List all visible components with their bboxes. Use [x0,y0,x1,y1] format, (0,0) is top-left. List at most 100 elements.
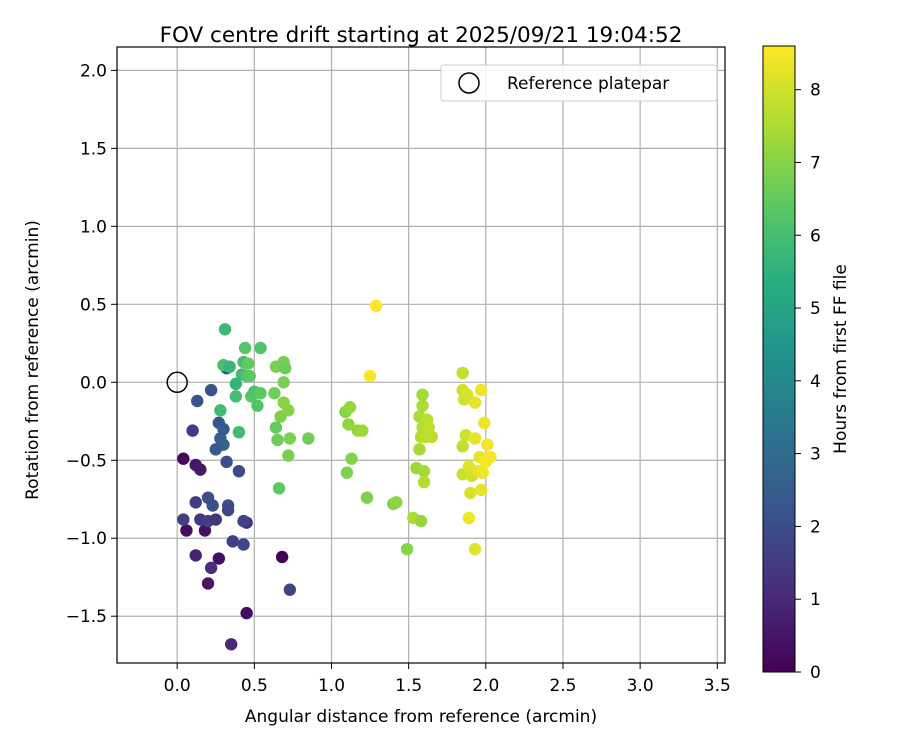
y-tick-label: −1.0 [66,529,107,549]
data-point [356,424,369,437]
data-point [214,404,227,417]
data-point [220,455,233,469]
data-point [474,383,488,397]
colorbar-tick-label: 6 [810,226,821,246]
x-tick-label: 2.0 [472,676,499,696]
data-point [198,524,212,537]
data-point [461,388,474,401]
reference-marker-group [166,371,188,394]
data-point [189,496,202,509]
data-point [340,466,354,479]
data-point [232,464,246,478]
data-point [217,422,230,436]
data-point [343,401,357,414]
data-point [422,421,435,434]
x-tick-label: 3.0 [627,676,654,696]
data-point [363,369,377,383]
data-point [464,486,477,500]
data-point [417,464,431,478]
colorbar-tick-label: 5 [810,299,821,319]
chart-title: FOV centre drift starting at 2025/09/21 … [160,23,683,48]
x-tick-label: 0.5 [241,676,268,696]
x-tick-label: 0.0 [164,676,191,696]
data-point [271,433,284,447]
data-point [177,513,190,526]
data-point [370,299,383,313]
data-point [194,463,207,476]
legend-frame [440,64,718,102]
data-point [462,460,476,473]
data-point [186,424,199,437]
data-point [268,387,281,400]
data-point [272,482,286,495]
data-point [201,577,215,590]
data-point [468,542,482,556]
data-point [251,399,264,412]
data-point [209,513,222,526]
y-tick-label: 1.0 [80,217,107,237]
data-point [232,425,246,439]
data-point [209,443,222,456]
x-tick-label: 2.5 [549,676,576,696]
data-point [283,583,297,596]
data-point [468,432,482,445]
data-point [269,421,283,434]
data-point [243,369,256,383]
x-tick-label: 1.5 [395,676,422,696]
data-point [221,503,235,517]
data-point [223,360,236,373]
colorbar-tick-label: 0 [810,663,821,683]
data-point [277,376,290,389]
data-point [177,452,190,465]
data-point [484,450,497,464]
colorbar-ticks: 0 1 2 3 4 5 6 7 8 [795,81,821,683]
legend-entry-reference-platepar: Reference platepar [507,74,669,94]
y-tick-label: 0.0 [80,373,107,393]
data-point [189,549,202,562]
data-point [229,377,243,391]
y-tick-label: −1.5 [66,607,107,627]
data-point [462,511,476,525]
data-point [226,535,239,548]
x-tick-label: 3.5 [704,676,731,696]
x-axis-ticks: 0.0 0.5 1.0 1.5 2.0 2.5 3.0 3.5 [164,663,731,696]
y-tick-label: 2.0 [80,61,107,81]
data-point [413,443,426,456]
x-tick-label: 1.0 [318,676,345,696]
data-point [180,524,193,537]
legend: Reference platepar [440,64,718,102]
data-point [191,394,204,408]
data-point [238,341,252,355]
data-point [390,496,403,509]
y-tick-label: −0.5 [66,451,107,471]
y-tick-label: 0.5 [80,295,107,315]
data-point [201,491,215,504]
data-point [254,341,267,355]
data-point [416,388,429,401]
colorbar-tick-label: 1 [810,590,821,610]
data-point [254,387,267,400]
data-point [345,452,358,465]
reference-platepar-marker [166,371,188,394]
y-tick-label: 1.5 [80,139,107,159]
colorbar-tick-label: 4 [810,372,821,392]
data-point [425,430,439,444]
colorbar-gradient [762,45,796,673]
data-point [417,475,431,489]
data-point [237,538,250,551]
data-point [224,638,238,651]
data-point [481,438,494,451]
legend-reference-marker-icon [458,72,480,94]
data-point [478,416,491,430]
data-point [204,383,218,397]
data-point [237,514,250,528]
data-point [283,432,297,445]
colorbar-label: Hours from first FF file [831,264,851,454]
data-points [177,299,497,651]
colorbar-tick-label: 8 [810,81,821,101]
data-point [456,440,469,453]
y-axis-ticks: −1.5 −1.0 −0.5 0.0 0.5 1.0 1.5 2.0 [66,61,117,627]
data-point [474,483,488,497]
data-point [456,366,469,380]
